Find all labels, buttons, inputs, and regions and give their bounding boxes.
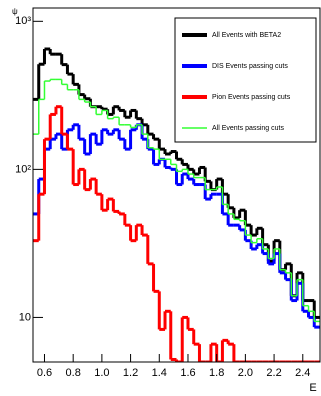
- x-tick-label: 0.6: [37, 367, 52, 379]
- legend-box: [174, 17, 317, 143]
- y-tick-label: 10²: [15, 163, 31, 175]
- y-tick-label: 10: [19, 311, 31, 323]
- x-tick-label: 1.0: [94, 367, 109, 379]
- x-axis-label: E: [309, 382, 316, 394]
- legend-label: DIS Events passing cuts: [212, 63, 288, 70]
- x-tick-label: 1.2: [123, 367, 138, 379]
- x-tick-label: 0.8: [66, 367, 81, 379]
- legend-label: Pion Events passing cuts: [212, 94, 291, 101]
- x-tick-label: 1.8: [209, 367, 224, 379]
- plot-area: [33, 47, 320, 362]
- legend-label: All Events passing cuts: [212, 125, 284, 132]
- x-tick-label: 2.0: [238, 367, 253, 379]
- y-tick-label: 10³: [15, 15, 31, 27]
- x-tick-label: 1.4: [152, 367, 167, 379]
- x-tick-label: 1.6: [180, 367, 195, 379]
- legend-label: All Events with BETA2: [212, 32, 281, 39]
- y-axis-label: ψ: [12, 7, 18, 16]
- x-tick-label: 2.2: [266, 367, 281, 379]
- x-tick-label: 2.4: [295, 367, 310, 379]
- plot-frame: [32, 7, 321, 363]
